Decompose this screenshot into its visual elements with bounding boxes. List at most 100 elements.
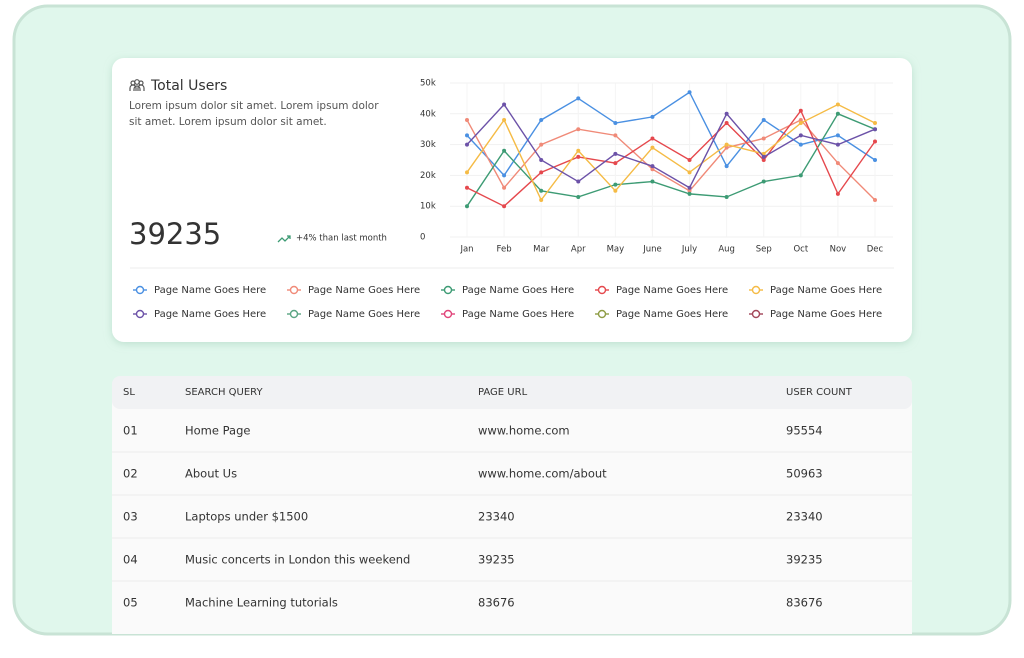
x-tick-label: June <box>642 245 662 255</box>
data-point <box>613 188 618 193</box>
legend-swatch <box>751 309 761 319</box>
y-tick-label: 50k <box>420 79 436 89</box>
data-point <box>873 121 877 126</box>
data-point <box>687 158 692 162</box>
legend-swatch <box>135 285 145 295</box>
legend-swatch <box>751 285 761 295</box>
x-tick-label: Apr <box>571 245 586 255</box>
data-point <box>724 194 729 199</box>
table-cell: 39235 <box>786 553 823 567</box>
card-description: Lorem ipsum dolor sit amet. Lorem ipsum … <box>129 100 379 128</box>
data-point <box>465 142 469 147</box>
series-line <box>466 103 876 202</box>
table-cell: 04 <box>123 553 138 567</box>
table-cell: About Us <box>185 467 237 481</box>
legend-swatch <box>289 309 299 319</box>
table-cell: 95554 <box>786 424 823 438</box>
series-line <box>466 112 876 207</box>
data-point <box>835 111 840 116</box>
data-point <box>761 136 766 141</box>
data-point <box>502 102 507 107</box>
data-point <box>835 161 840 166</box>
series-line <box>466 91 876 177</box>
y-tick-label: 40k <box>420 109 436 119</box>
legend-label: Page Name Goes Here <box>462 285 574 296</box>
data-point <box>539 198 544 203</box>
data-point <box>724 142 729 147</box>
data-point <box>576 127 581 132</box>
y-tick-label: 10k <box>420 202 436 212</box>
data-point <box>687 185 692 190</box>
data-point <box>761 154 766 159</box>
table-cell: www.home.com <box>478 424 570 438</box>
data-point <box>539 188 544 193</box>
trend-icon <box>277 235 291 243</box>
card-title: Total Users <box>150 78 227 94</box>
data-point <box>835 142 840 147</box>
card <box>112 58 912 342</box>
legend-label: Page Name Goes Here <box>616 285 728 296</box>
x-tick-label: Nov <box>830 245 847 255</box>
table-header-cell: USER COUNT <box>786 387 853 398</box>
data-point <box>465 170 469 175</box>
series-line <box>466 103 876 189</box>
data-point <box>613 133 618 138</box>
data-point <box>798 121 803 126</box>
x-tick-label: Mar <box>533 245 550 255</box>
table-cell: Machine Learning tutorials <box>185 596 338 610</box>
legend-label: Page Name Goes Here <box>770 309 882 320</box>
data-point <box>650 164 655 169</box>
x-tick-label: Jan <box>459 245 473 255</box>
data-point <box>687 191 692 196</box>
table-cell: 03 <box>123 510 138 524</box>
x-tick-label: May <box>607 245 625 255</box>
series-line <box>466 109 876 208</box>
data-point <box>502 204 507 209</box>
data-point <box>835 133 840 138</box>
table-cell: Laptops under $1500 <box>185 510 308 524</box>
table-cell: 83676 <box>478 596 515 610</box>
data-point <box>539 170 544 175</box>
table-cell: 23340 <box>478 510 515 524</box>
data-point <box>724 121 729 126</box>
y-tick-label: 30k <box>420 140 436 150</box>
card-description-box: Lorem ipsum dolor sit amet. Lorem ipsum … <box>129 100 379 128</box>
table-cell: 50963 <box>786 467 823 481</box>
data-point <box>724 145 729 150</box>
table-cell: 05 <box>123 596 138 610</box>
data-point <box>539 142 544 147</box>
data-point <box>687 188 692 193</box>
data-point <box>724 164 729 169</box>
data-point <box>650 145 655 150</box>
data-point <box>650 136 655 141</box>
data-point <box>873 139 877 144</box>
x-tick-label: Aug <box>718 245 735 255</box>
legend-label: Page Name Goes Here <box>308 309 420 320</box>
data-point <box>613 121 618 126</box>
data-point <box>687 90 692 95</box>
y-tick-label: 0 <box>420 233 425 243</box>
data-point <box>576 96 581 101</box>
data-point <box>576 154 581 159</box>
data-point <box>502 148 507 153</box>
data-point <box>539 158 544 162</box>
table-cell: www.home.com/about <box>478 467 607 481</box>
data-point <box>650 179 655 184</box>
legend-label: Page Name Goes Here <box>770 285 882 296</box>
data-point <box>798 108 803 113</box>
legend-label: Page Name Goes Here <box>462 309 574 320</box>
data-point <box>835 191 840 196</box>
legend-swatch <box>289 285 299 295</box>
legend-swatch <box>443 285 453 295</box>
data-point <box>873 198 877 203</box>
total-value: 39235 <box>129 217 221 251</box>
data-point <box>798 133 803 138</box>
data-point <box>798 117 803 122</box>
table-header-cell: SEARCH QUERY <box>185 387 263 398</box>
data-point <box>465 204 469 209</box>
data-point <box>798 142 803 147</box>
x-tick-label: Oct <box>793 245 808 255</box>
legend-label: Page Name Goes Here <box>308 285 420 296</box>
data-point <box>761 179 766 184</box>
data-point <box>873 158 877 162</box>
